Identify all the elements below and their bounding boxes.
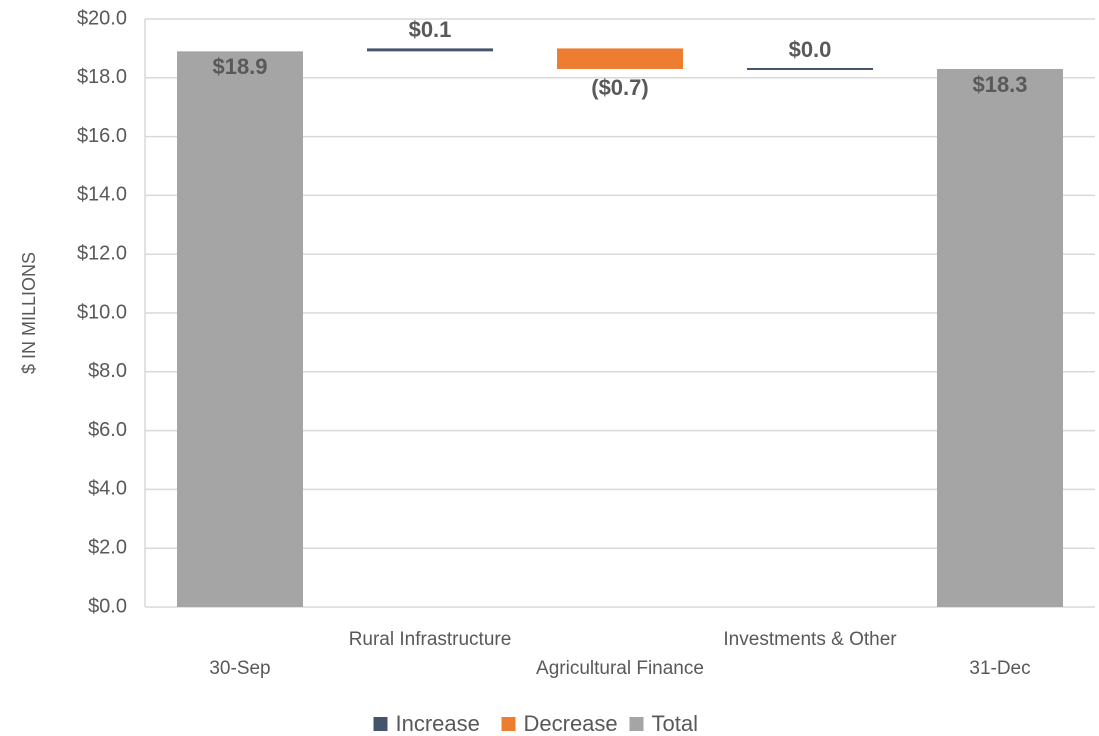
y-tick-label: $16.0 [77,125,127,147]
legend-label: Total [652,711,698,736]
x-tick-label: Investments & Other [723,629,897,650]
data-label: $18.3 [972,72,1027,97]
bar [937,68,1063,608]
legend-swatch [501,717,516,731]
bar [177,51,303,607]
x-tick-label: 31-Dec [969,658,1030,679]
data-label: ($0.7) [591,75,648,100]
y-tick-label: $0.0 [88,595,127,617]
bar [557,48,683,69]
y-axis-label: $ IN MILLIONS [19,252,39,374]
bar [747,67,873,70]
legend-swatch [373,717,388,731]
x-tick-label: Agricultural Finance [536,658,704,679]
y-tick-label: $20.0 [77,7,127,29]
data-label: $18.9 [212,54,267,79]
legend-swatch [629,717,644,731]
x-tick-label: Rural Infrastructure [349,629,512,650]
y-tick-label: $12.0 [77,242,127,264]
data-label: $0.1 [409,17,452,42]
y-tick-label: $18.0 [77,66,127,88]
y-tick-label: $10.0 [77,301,127,323]
y-tick-label: $6.0 [88,419,127,441]
data-label: $0.0 [789,37,832,62]
y-tick-label: $8.0 [88,360,127,382]
legend-label: Decrease [524,711,618,736]
bar [367,48,493,52]
y-tick-label: $14.0 [77,184,127,206]
legend-label: Increase [396,711,480,736]
y-tick-label: $2.0 [88,536,127,558]
x-tick-label: 30-Sep [209,658,270,679]
y-tick-label: $4.0 [88,478,127,500]
